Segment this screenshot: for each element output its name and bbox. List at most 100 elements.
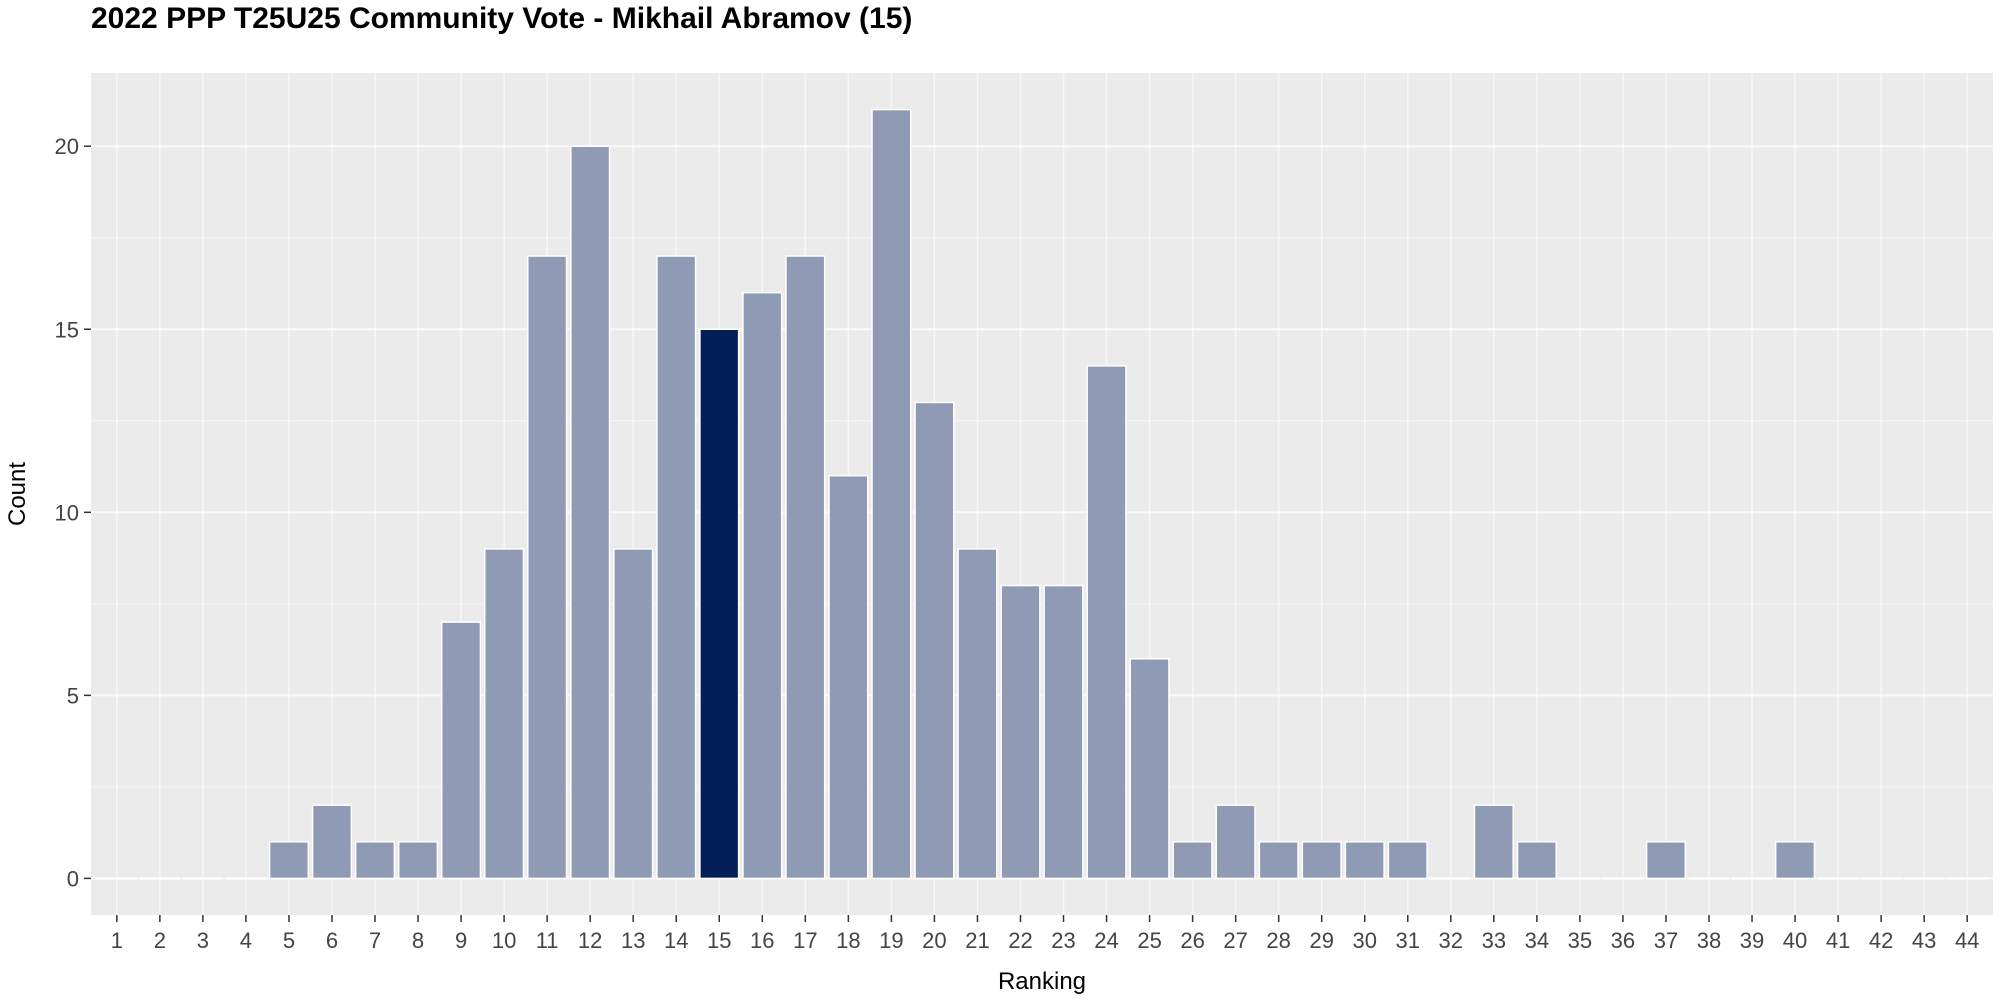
x-tick-label: 37 bbox=[1654, 928, 1678, 953]
x-tick-label: 38 bbox=[1697, 928, 1721, 953]
x-tick-label: 35 bbox=[1568, 928, 1592, 953]
y-tick-label: 10 bbox=[55, 500, 79, 525]
bar-13 bbox=[613, 548, 654, 880]
x-tick-label: 32 bbox=[1439, 928, 1463, 953]
x-tick-label: 26 bbox=[1180, 928, 1204, 953]
bar-31 bbox=[1387, 841, 1428, 880]
x-tick-label: 25 bbox=[1137, 928, 1161, 953]
x-tick-label: 15 bbox=[707, 928, 731, 953]
bar-35 bbox=[1559, 877, 1601, 880]
x-tick-label: 29 bbox=[1309, 928, 1333, 953]
y-tick-label: 0 bbox=[67, 866, 79, 891]
y-tick-label: 5 bbox=[67, 683, 79, 708]
x-tick-label: 12 bbox=[578, 928, 602, 953]
bar-23 bbox=[1043, 584, 1084, 880]
x-tick-label: 34 bbox=[1525, 928, 1549, 953]
x-tick-label: 23 bbox=[1051, 928, 1075, 953]
bar-38 bbox=[1688, 877, 1730, 880]
x-tick-label: 36 bbox=[1611, 928, 1635, 953]
x-tick-label: 11 bbox=[536, 928, 559, 953]
bar-24 bbox=[1086, 365, 1127, 880]
x-tick-label: 10 bbox=[492, 928, 516, 953]
x-tick-label: 19 bbox=[879, 928, 903, 953]
x-tick-label: 14 bbox=[664, 928, 688, 953]
bar-41 bbox=[1817, 877, 1859, 880]
x-tick-label: 6 bbox=[326, 928, 338, 953]
bar-33 bbox=[1473, 804, 1514, 880]
bar-39 bbox=[1731, 877, 1773, 880]
x-tick-label: 39 bbox=[1740, 928, 1764, 953]
x-tick-label: 1 bbox=[111, 928, 123, 953]
bar-7 bbox=[354, 841, 396, 880]
bar-27 bbox=[1215, 804, 1256, 880]
bar-18 bbox=[828, 474, 869, 880]
x-tick-label: 40 bbox=[1783, 928, 1807, 953]
bar-36 bbox=[1602, 877, 1644, 880]
x-tick-label: 42 bbox=[1869, 928, 1893, 953]
bar-8 bbox=[397, 841, 439, 880]
bar-20 bbox=[914, 401, 955, 880]
x-axis-label: Ranking bbox=[998, 968, 1086, 995]
x-tick-label: 28 bbox=[1266, 928, 1290, 953]
bar-11 bbox=[527, 255, 568, 880]
y-tick-label: 20 bbox=[55, 134, 79, 159]
bar-22 bbox=[1000, 584, 1041, 880]
bar-9 bbox=[440, 621, 482, 880]
x-tick-label: 41 bbox=[1826, 928, 1850, 953]
x-tick-label: 7 bbox=[369, 928, 381, 953]
bar-26 bbox=[1172, 841, 1213, 880]
bar-17 bbox=[785, 255, 826, 880]
bar-16 bbox=[742, 291, 783, 880]
bar-4 bbox=[225, 877, 267, 880]
x-tick-label: 3 bbox=[197, 928, 209, 953]
x-tick-label: 22 bbox=[1008, 928, 1032, 953]
x-tick-label: 43 bbox=[1912, 928, 1936, 953]
y-tick-label: 15 bbox=[55, 317, 79, 342]
chart-title: 2022 PPP T25U25 Community Vote - Mikhail… bbox=[91, 2, 913, 35]
x-tick-label: 27 bbox=[1223, 928, 1247, 953]
bar-15 bbox=[699, 328, 740, 880]
bar-37 bbox=[1645, 841, 1687, 880]
bar-2 bbox=[139, 877, 180, 880]
x-tick-label: 24 bbox=[1094, 928, 1118, 953]
x-tick-label: 18 bbox=[836, 928, 860, 953]
bar-28 bbox=[1258, 841, 1299, 880]
bar-12 bbox=[570, 145, 611, 880]
bar-42 bbox=[1861, 877, 1902, 880]
bar-25 bbox=[1129, 657, 1170, 880]
bar-19 bbox=[871, 108, 912, 880]
bar-29 bbox=[1301, 841, 1342, 880]
x-tick-label: 8 bbox=[412, 928, 424, 953]
x-tick-label: 9 bbox=[455, 928, 467, 953]
bar-43 bbox=[1904, 877, 1945, 880]
x-tick-label: 17 bbox=[793, 928, 817, 953]
bar-44 bbox=[1947, 877, 1988, 880]
plot-panel bbox=[91, 73, 1993, 915]
bar-5 bbox=[268, 841, 310, 880]
x-tick-label: 21 bbox=[965, 928, 989, 953]
y-axis-label: Count bbox=[4, 462, 31, 526]
x-tick-label: 20 bbox=[922, 928, 946, 953]
bar-32 bbox=[1430, 877, 1471, 880]
bar-30 bbox=[1344, 841, 1385, 880]
x-axis-ticks: 1 2 3 4 5 6 7 8 9 10 11 12 13 14 15 16 17 18 19 20 21 22 23 24 2… bbox=[111, 915, 1979, 953]
x-tick-label: 31 bbox=[1396, 928, 1420, 953]
bar-10 bbox=[483, 548, 525, 880]
x-tick-label: 30 bbox=[1352, 928, 1376, 953]
bar-14 bbox=[656, 255, 697, 880]
bar-21 bbox=[957, 548, 998, 880]
x-tick-label: 4 bbox=[240, 928, 252, 953]
bar-6 bbox=[311, 804, 353, 880]
x-tick-label: 33 bbox=[1482, 928, 1506, 953]
x-tick-label: 13 bbox=[621, 928, 645, 953]
bars bbox=[96, 108, 1988, 880]
x-tick-label: 44 bbox=[1955, 928, 1979, 953]
bar-3 bbox=[182, 877, 223, 880]
bar-40 bbox=[1774, 841, 1816, 880]
bar-1 bbox=[96, 877, 137, 880]
bar-34 bbox=[1516, 841, 1557, 880]
x-tick-label: 2 bbox=[154, 928, 166, 953]
y-axis-ticks: 0 5 10 15 20 bbox=[55, 134, 91, 891]
x-tick-label: 16 bbox=[750, 928, 774, 953]
